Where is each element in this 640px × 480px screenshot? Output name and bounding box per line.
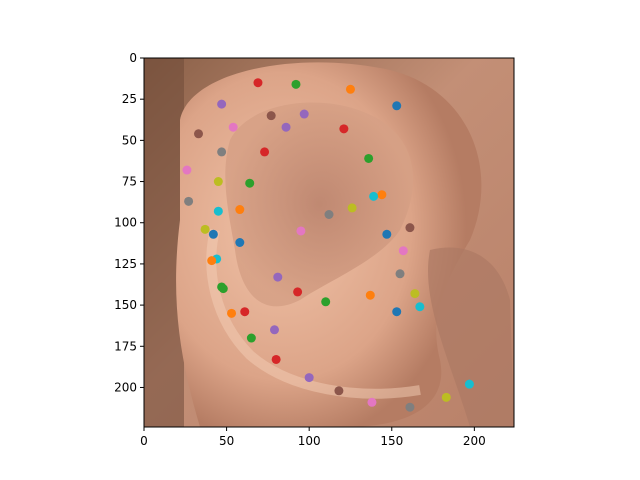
scatter-point bbox=[213, 206, 223, 216]
y-tick-label: 0 bbox=[129, 51, 137, 65]
scatter-point bbox=[296, 226, 306, 236]
scatter-point bbox=[227, 308, 237, 318]
scatter-point bbox=[245, 178, 255, 188]
scatter-point bbox=[395, 269, 405, 279]
scatter-point bbox=[392, 101, 402, 111]
y-tick-label: 25 bbox=[122, 92, 137, 106]
scatter-point bbox=[364, 153, 374, 163]
scatter-point bbox=[367, 397, 377, 407]
scatter-point bbox=[213, 177, 223, 187]
scatter-point bbox=[369, 191, 379, 201]
scatter-point bbox=[182, 165, 192, 175]
scatter-point bbox=[405, 223, 415, 233]
scatter-point bbox=[415, 302, 425, 312]
ear-photo bbox=[144, 58, 514, 427]
scatter-point bbox=[365, 290, 375, 300]
scatter-point bbox=[207, 256, 217, 266]
scatter-point bbox=[410, 289, 420, 299]
scatter-point bbox=[235, 205, 245, 215]
x-tick-label: 100 bbox=[298, 434, 321, 448]
scatter-point bbox=[194, 129, 204, 139]
scatter-point bbox=[299, 109, 309, 119]
scatter-point bbox=[347, 203, 357, 213]
scatter-point bbox=[324, 209, 334, 219]
y-tick-label: 150 bbox=[114, 298, 137, 312]
scatter-point bbox=[271, 354, 281, 364]
scatter-point bbox=[291, 79, 301, 89]
scatter-point bbox=[260, 147, 270, 157]
y-tick-label: 175 bbox=[114, 339, 137, 353]
scatter-point bbox=[235, 238, 245, 247]
x-tick-label: 50 bbox=[219, 434, 234, 448]
scatter-point bbox=[228, 122, 238, 132]
scatter-point bbox=[240, 307, 250, 317]
scatter-point bbox=[208, 229, 218, 239]
scatter-point bbox=[281, 122, 291, 132]
y-tick-label: 200 bbox=[114, 380, 137, 394]
scatter-point bbox=[392, 307, 402, 317]
plot-frame bbox=[143, 57, 515, 428]
scatter-point bbox=[266, 111, 276, 121]
x-tick-label: 200 bbox=[463, 434, 486, 448]
scatter-point bbox=[345, 84, 355, 94]
y-tick-label: 50 bbox=[122, 133, 137, 147]
scatter-point bbox=[293, 287, 303, 297]
scatter-point bbox=[339, 124, 349, 134]
scatter-point bbox=[382, 229, 392, 239]
scatter-point bbox=[334, 386, 344, 396]
x-tick-label: 0 bbox=[140, 434, 148, 448]
scatter-point bbox=[200, 224, 210, 234]
scatter-point bbox=[269, 325, 279, 335]
axis-ticks: 0 50 100 150 200 0 25 50 75 100 125 150 175 200 bbox=[114, 51, 486, 448]
scatter-point bbox=[184, 196, 194, 206]
scatter-point bbox=[377, 190, 387, 200]
scatter-point bbox=[218, 284, 228, 294]
scatter-point bbox=[321, 297, 331, 307]
y-tick-label: 125 bbox=[114, 257, 137, 271]
scatter-point bbox=[273, 272, 283, 282]
y-tick-label: 100 bbox=[114, 216, 137, 230]
x-tick-label: 150 bbox=[380, 434, 403, 448]
scatter-point bbox=[304, 373, 314, 383]
scatter-point bbox=[217, 147, 227, 157]
scatter-points bbox=[182, 78, 474, 412]
y-tick-label: 75 bbox=[122, 175, 137, 189]
scatter-point bbox=[246, 333, 256, 343]
scatter-point bbox=[441, 392, 451, 402]
scatter-point bbox=[253, 78, 263, 88]
scatter-point bbox=[217, 99, 227, 109]
scatter-point bbox=[464, 379, 474, 389]
scatter-point bbox=[405, 402, 415, 412]
scatter-point bbox=[398, 246, 408, 256]
